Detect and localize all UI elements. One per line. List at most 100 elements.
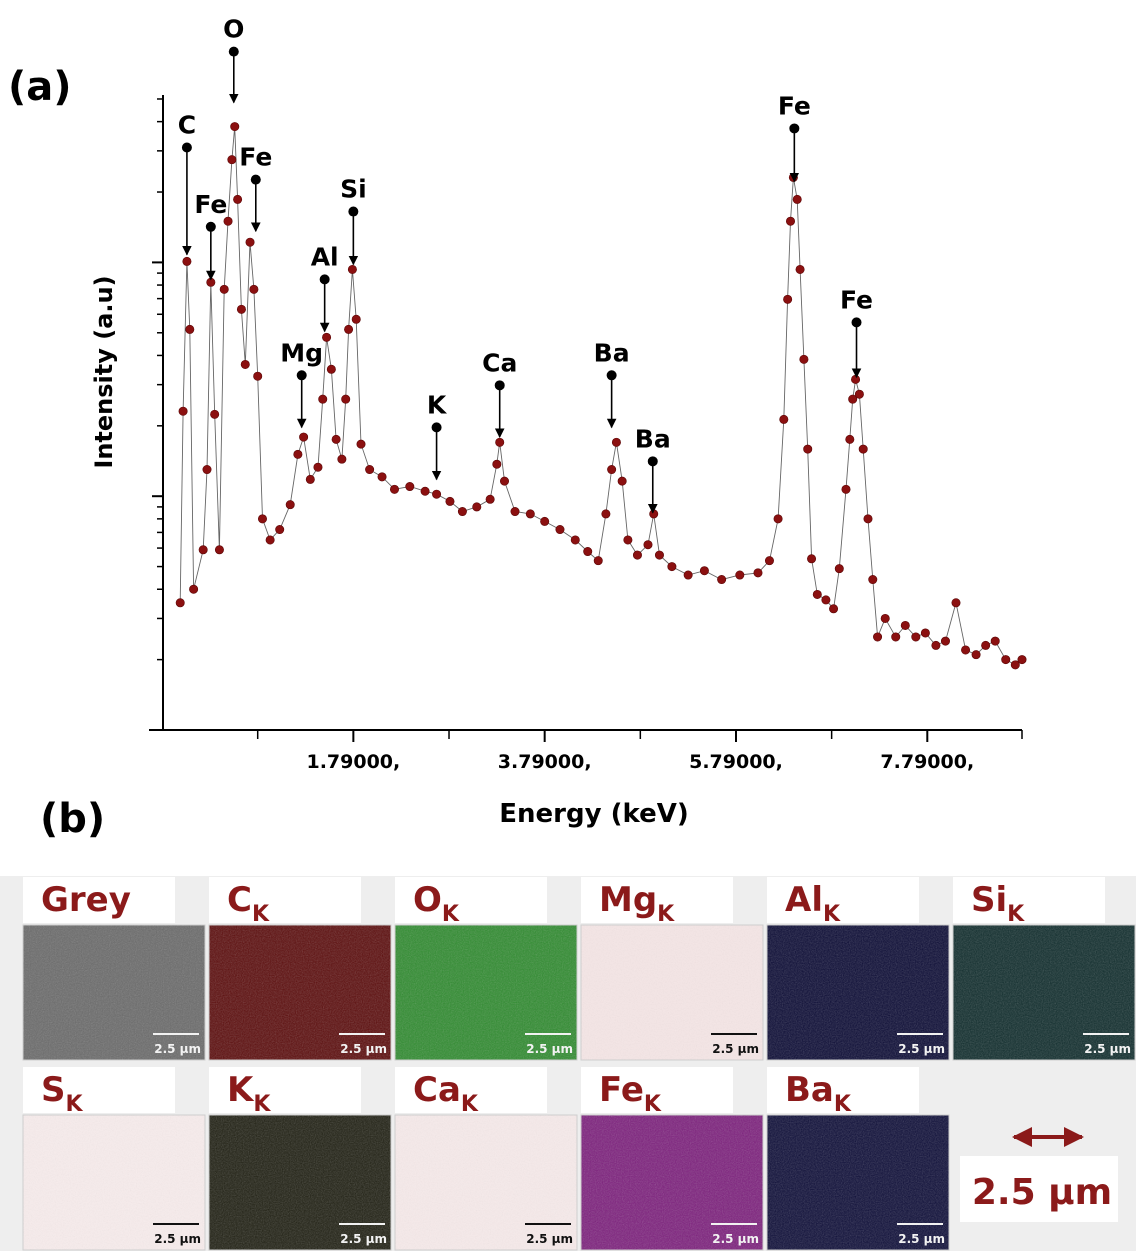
data-point bbox=[951, 598, 961, 608]
annotation-label: Al bbox=[311, 242, 339, 271]
map-label: SiK bbox=[971, 880, 1025, 927]
data-point bbox=[495, 437, 505, 447]
element-name: S bbox=[41, 1070, 66, 1110]
label-box bbox=[395, 1067, 547, 1113]
scale-bar-box bbox=[960, 1156, 1118, 1222]
data-point bbox=[227, 155, 237, 165]
map-scale-label: 2.5 µm bbox=[154, 1042, 201, 1056]
data-point bbox=[931, 640, 941, 650]
data-point bbox=[981, 640, 991, 650]
annotation-dot bbox=[296, 370, 307, 381]
data-point bbox=[377, 472, 387, 482]
annotation-dot bbox=[606, 370, 617, 381]
map-scale-label: 2.5 µm bbox=[526, 1042, 573, 1056]
map-label: BaK bbox=[785, 1070, 852, 1117]
data-point bbox=[607, 465, 617, 475]
data-point bbox=[851, 374, 861, 384]
map-label: FeK bbox=[599, 1070, 662, 1117]
data-point bbox=[841, 484, 851, 494]
element-name: Al bbox=[785, 880, 823, 920]
map-grain bbox=[581, 925, 763, 1060]
data-point bbox=[593, 556, 603, 566]
map-scale-label: 2.5 µm bbox=[712, 1042, 759, 1056]
data-point bbox=[961, 645, 971, 655]
x-tick-label: 1.79000, bbox=[306, 751, 400, 773]
data-point bbox=[643, 540, 653, 550]
panel-label: (b) bbox=[40, 796, 105, 842]
map-label: CaK bbox=[413, 1070, 479, 1117]
data-point bbox=[812, 589, 822, 599]
data-point bbox=[331, 434, 341, 444]
data-point bbox=[920, 628, 930, 638]
map-grain bbox=[395, 1115, 577, 1250]
map-scale-label: 2.5 µm bbox=[898, 1042, 945, 1056]
data-point bbox=[601, 509, 611, 519]
data-point bbox=[540, 516, 550, 526]
element-subscript: K bbox=[1007, 902, 1025, 927]
data-point bbox=[492, 459, 502, 469]
data-point bbox=[753, 568, 763, 578]
y-axis-title: Intensity (a.u) bbox=[90, 275, 118, 468]
map-grain bbox=[953, 925, 1135, 1060]
annotation-label: Ca bbox=[482, 348, 517, 377]
label-box bbox=[209, 877, 361, 923]
data-point bbox=[457, 507, 467, 517]
annotation-dot bbox=[181, 142, 192, 153]
data-point bbox=[873, 632, 883, 642]
data-point bbox=[792, 194, 802, 204]
annotation-dot bbox=[647, 456, 658, 467]
map-grain bbox=[395, 925, 577, 1060]
data-point bbox=[230, 122, 240, 132]
data-point bbox=[347, 264, 357, 274]
map-grain bbox=[581, 1115, 763, 1250]
data-point bbox=[971, 650, 981, 660]
data-point bbox=[788, 172, 798, 182]
annotation-dot bbox=[431, 422, 442, 433]
data-point bbox=[858, 444, 868, 454]
annotation-label: Fe bbox=[778, 91, 811, 120]
data-point bbox=[485, 494, 495, 504]
annotation-dot bbox=[319, 274, 330, 285]
annotation-label: Mg bbox=[280, 338, 323, 367]
annotation-dot bbox=[250, 174, 261, 185]
data-point bbox=[900, 620, 910, 630]
data-point bbox=[389, 484, 399, 494]
data-point bbox=[990, 636, 1000, 646]
data-point bbox=[779, 414, 789, 424]
map-scale-label: 2.5 µm bbox=[712, 1232, 759, 1246]
data-point bbox=[420, 486, 430, 496]
map-scale-label: 2.5 µm bbox=[1084, 1042, 1131, 1056]
label-box bbox=[767, 1067, 919, 1113]
data-point bbox=[365, 465, 375, 475]
x-axis-title: Energy (keV) bbox=[499, 799, 688, 829]
data-point bbox=[285, 500, 295, 510]
x-tick-label: 5.79000, bbox=[689, 751, 783, 773]
data-point bbox=[667, 562, 677, 572]
data-point bbox=[175, 598, 185, 608]
data-point bbox=[555, 525, 565, 535]
map-scale-label: 2.5 µm bbox=[340, 1042, 387, 1056]
map-grain bbox=[767, 925, 949, 1060]
data-point bbox=[313, 462, 323, 472]
data-point bbox=[240, 359, 250, 369]
data-point bbox=[803, 444, 813, 454]
data-point bbox=[854, 389, 864, 399]
data-point bbox=[198, 545, 208, 555]
data-point bbox=[1001, 655, 1011, 665]
annotation-dot bbox=[228, 46, 239, 57]
element-subscript: K bbox=[252, 902, 270, 927]
element-name: K bbox=[227, 1070, 255, 1110]
element-name: O bbox=[413, 880, 442, 920]
element-subscript: K bbox=[442, 902, 460, 927]
data-point bbox=[848, 394, 858, 404]
annotation-label: K bbox=[427, 390, 448, 419]
label-box bbox=[23, 877, 175, 923]
element-name: Grey bbox=[41, 880, 131, 920]
map-grain bbox=[23, 1115, 205, 1250]
element-subscript: K bbox=[823, 902, 841, 927]
annotation-label: Fe bbox=[840, 285, 873, 314]
data-point bbox=[510, 507, 520, 517]
data-point bbox=[911, 632, 921, 642]
